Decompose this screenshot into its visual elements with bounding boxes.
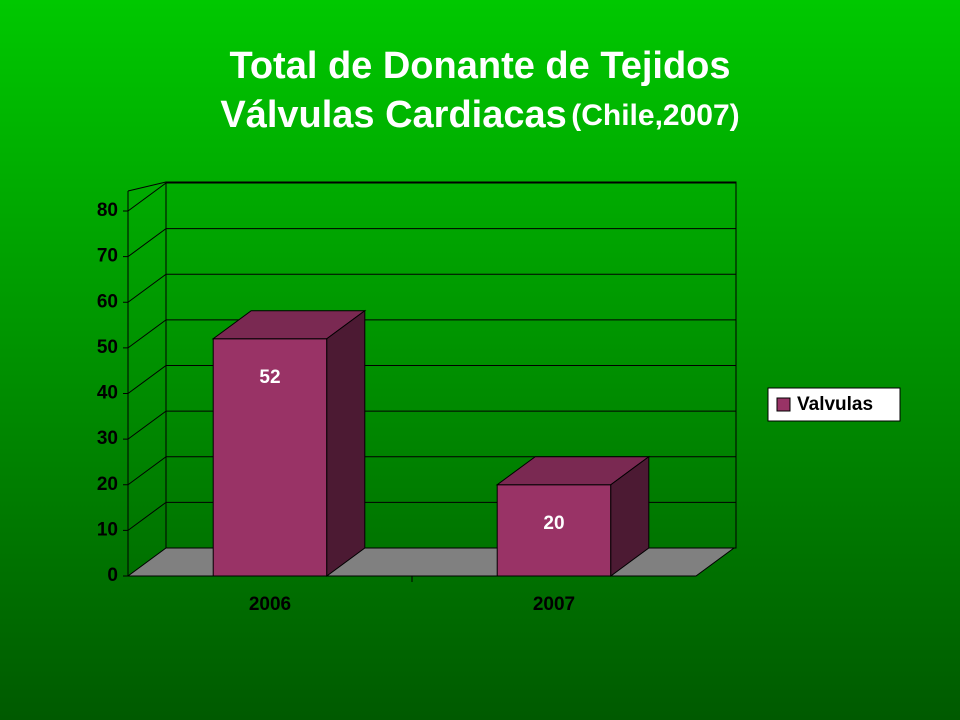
subtitle-main: Válvulas Cardiacas [220,94,566,136]
back-wall [165,181,737,549]
y-tick-label: 0 [107,565,118,586]
plot: 0 10 20 30 40 50 60 70 80 2006 52 2007 20 Valvulas [97,181,901,615]
bar-front [212,338,328,577]
grid-line [127,456,167,486]
bar-side [610,455,650,577]
y-tick-label: 30 [97,428,118,449]
axis-line [127,181,167,192]
x-tick-label: 2007 [533,594,575,615]
subtitle-note: (Chile,2007) [571,99,739,132]
chart-title: Total de Donante de Tejidos [229,45,730,87]
y-tick-label: 50 [97,337,118,358]
chart-subtitle: Válvulas Cardiacas (Chile,2007) [220,94,739,136]
grid-line [127,410,167,440]
grid-line [127,319,167,349]
y-tick-label: 10 [97,519,118,540]
bar-front [496,484,612,577]
y-tick-label: 40 [97,383,118,404]
y-tick-label: 70 [97,246,118,267]
y-tick-label: 80 [97,200,118,221]
grid-line [127,228,167,258]
y-tick-label: 60 [97,291,118,312]
bar-side [326,309,366,577]
data-label: 52 [259,367,280,388]
data-label: 20 [543,513,564,534]
grid-line [127,365,167,394]
grid-line [127,182,167,212]
legend-label: Valvulas [797,394,873,415]
y-tick-label: 20 [97,474,118,495]
grid-line [127,273,167,303]
legend-swatch [776,397,791,412]
x-tick-label: 2006 [249,594,291,615]
grid-line [127,501,167,531]
